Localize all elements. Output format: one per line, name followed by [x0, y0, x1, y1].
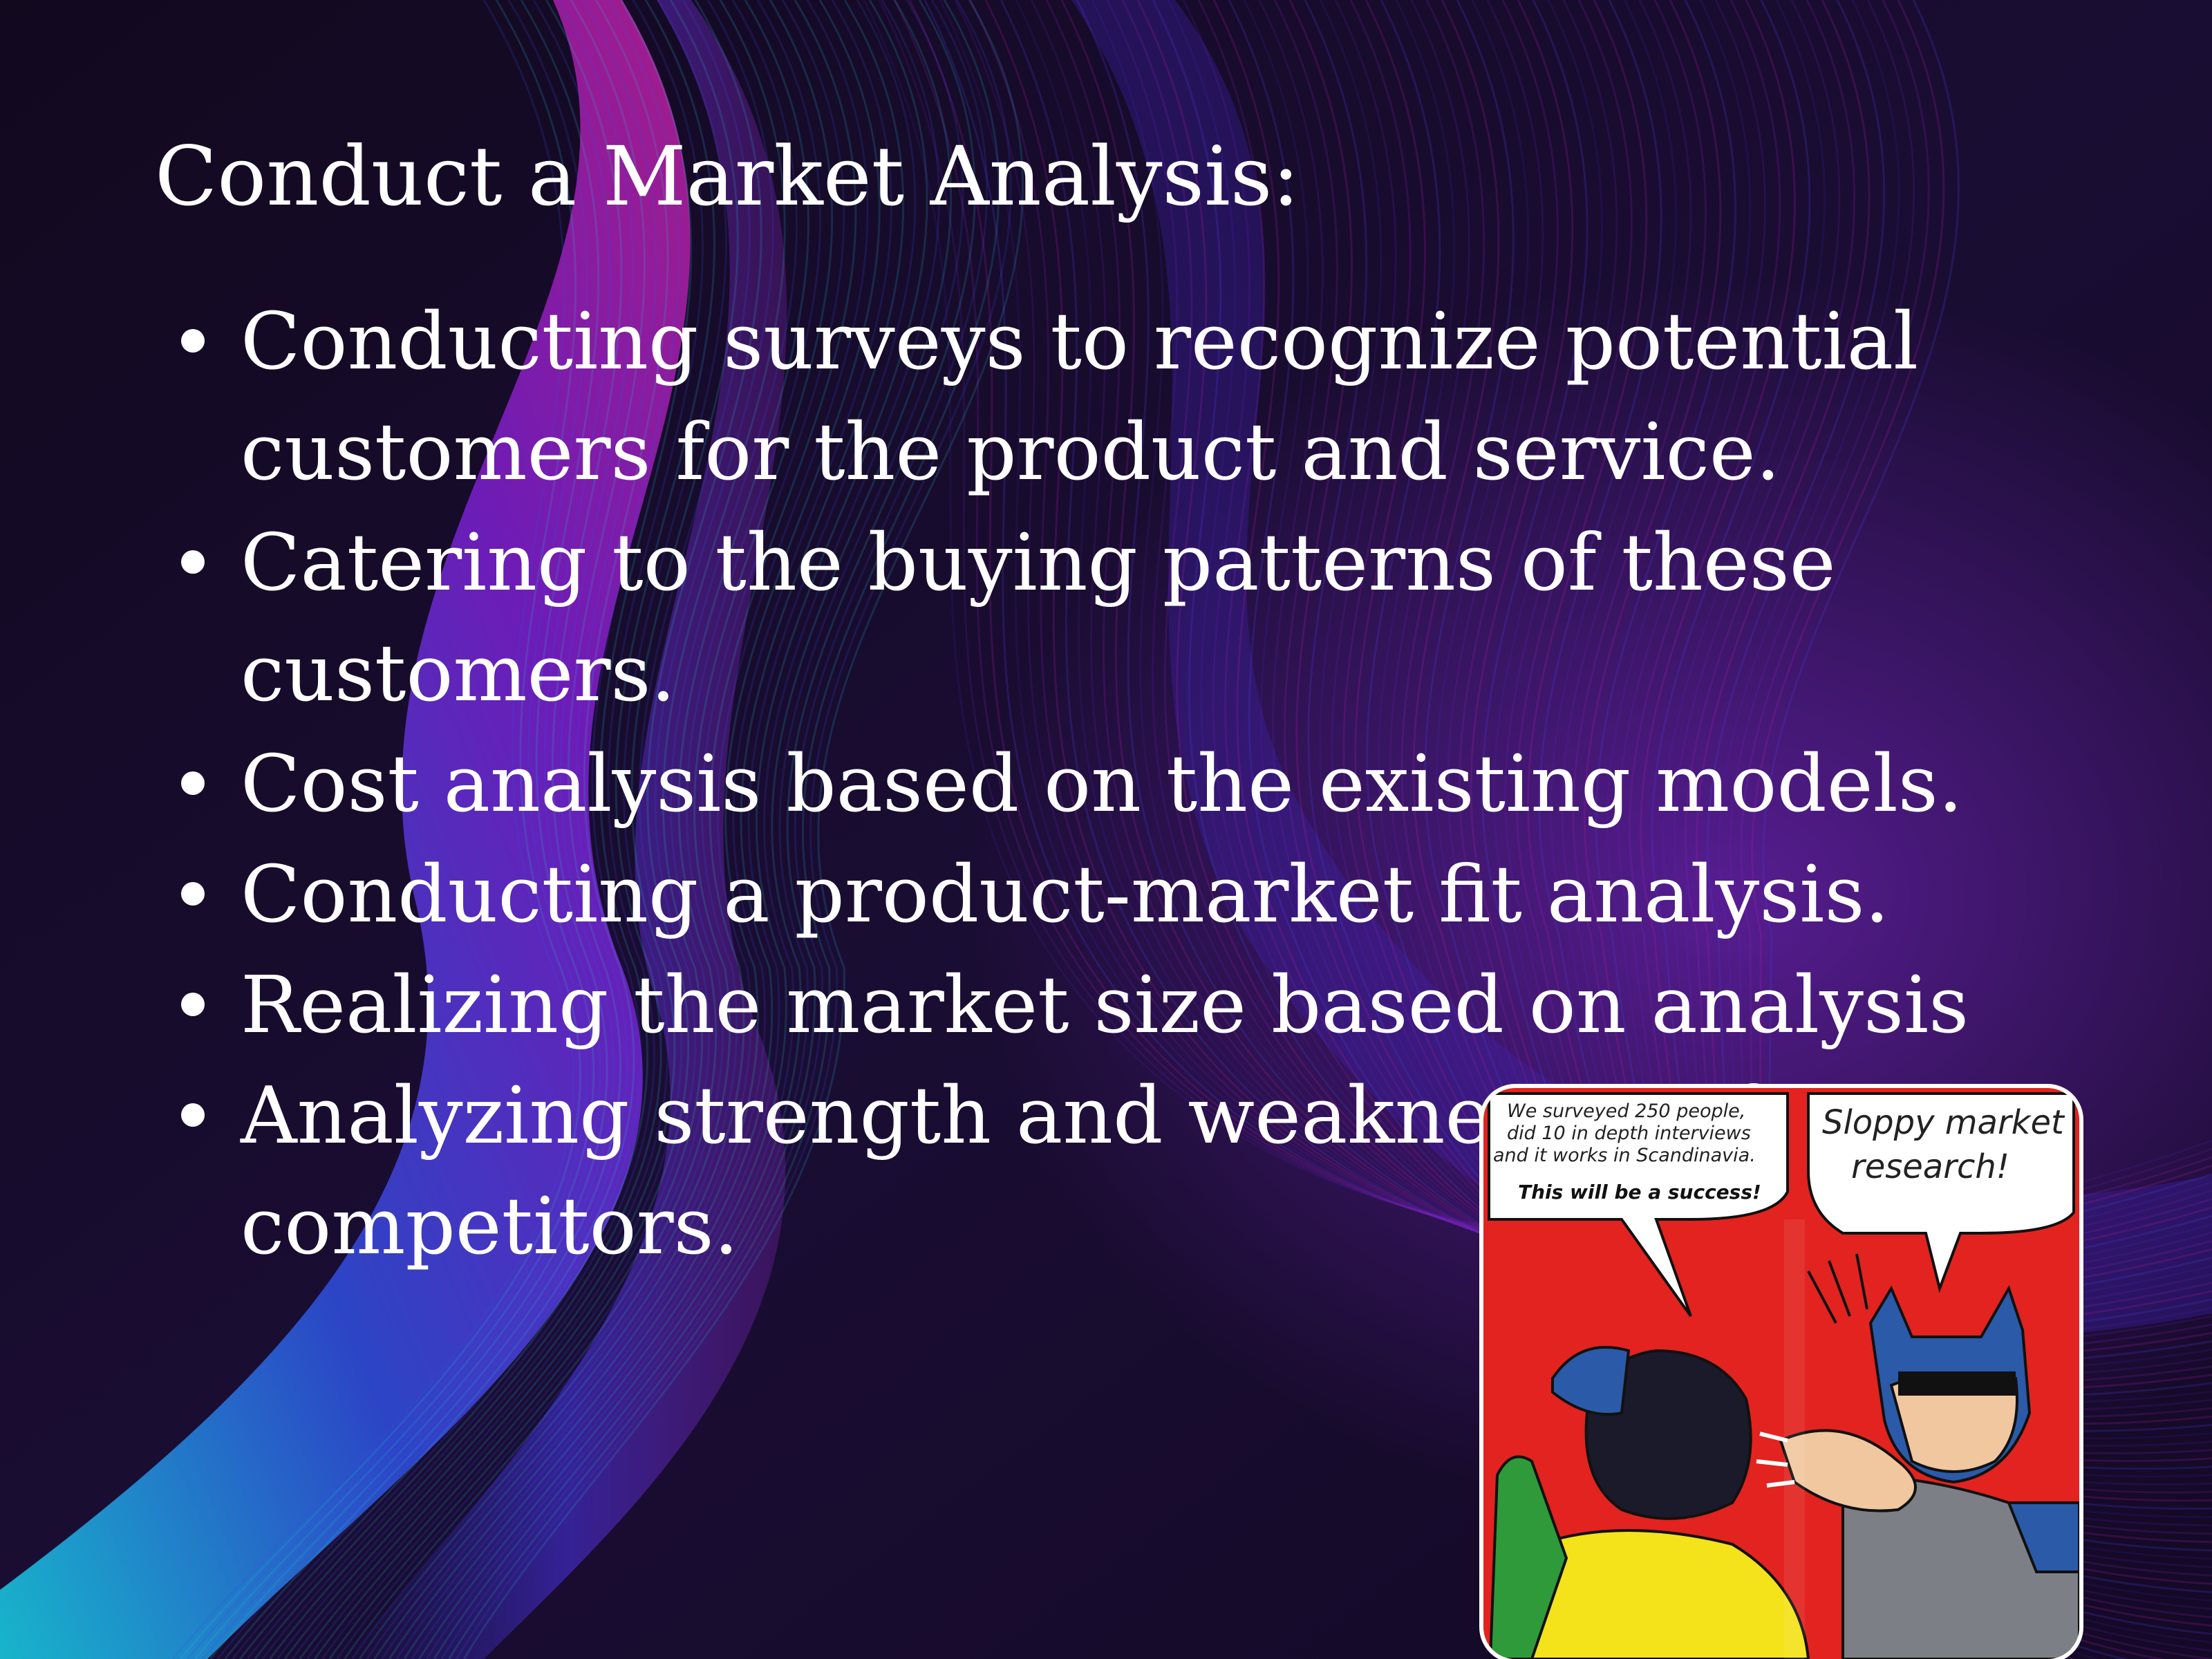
wave-line: [388, 0, 905, 1659]
wave-line: [306, 0, 774, 1659]
left-bubble-emphasis: This will be a success!: [1518, 1181, 1761, 1203]
bullet-dot-icon: [181, 882, 205, 906]
wave-line: [187, 0, 588, 1659]
wave-line: [321, 0, 798, 1659]
bullet-item: Realizing the market size based on analy…: [174, 950, 2193, 1060]
bullet-list: Conducting surveys to recognize potentia…: [174, 286, 2193, 1282]
comic-illustration: We surveyed 250 people, did 10 in depth …: [1483, 1088, 2079, 1659]
wave-line: [276, 0, 727, 1659]
left-bubble-line-3: and it works in Scandinavia.: [1493, 1145, 1756, 1166]
wave-line: [269, 0, 715, 1659]
wave-line: [299, 0, 762, 1659]
wave-line: [462, 0, 1024, 1659]
wave-line: [179, 0, 582, 1659]
wave-line: [254, 0, 693, 1659]
wave-line: [418, 0, 953, 1659]
wave-line: [448, 0, 1000, 1659]
wave-line: [313, 0, 786, 1659]
right-bubble-line-1: Sloppy market: [1822, 1103, 2065, 1142]
bullet-dot-icon: [181, 550, 205, 574]
wave-line: [328, 0, 809, 1659]
wave-line: [216, 0, 635, 1659]
wave-line: [291, 0, 751, 1659]
comic-image: We surveyed 250 people, did 10 in depth …: [1483, 1088, 2079, 1659]
wave-line: [194, 0, 600, 1659]
bullet-dot-icon: [181, 1103, 205, 1127]
wave-line: [403, 0, 928, 1659]
wave-line: [283, 0, 739, 1659]
bullet-item: Catering to the buying patterns of these…: [174, 507, 2193, 729]
slap-hand: [1756, 1429, 1917, 1512]
wave-line: [395, 0, 917, 1659]
bullet-dot-icon: [181, 329, 205, 353]
bullet-text: Conducting surveys to recognize potentia…: [241, 296, 1919, 498]
left-bubble-line-1: We surveyed 250 people,: [1507, 1100, 1745, 1122]
wave-line: [246, 0, 681, 1659]
bullet-item: Conducting a product-market fit analysis…: [174, 839, 2193, 950]
wave-line: [433, 0, 976, 1659]
batman-figure: [1841, 1285, 2079, 1659]
wave-line: [373, 0, 881, 1659]
right-speech-bubble: [1807, 1092, 2075, 1293]
wave-line: [425, 0, 964, 1659]
wave-line: [209, 0, 623, 1659]
wave-line: [202, 0, 611, 1659]
slide-title: Conduct a Market Analysis:: [155, 129, 1300, 224]
wave-line: [411, 0, 940, 1659]
wave-line: [336, 0, 821, 1659]
bullet-dot-icon: [181, 771, 205, 795]
right-bubble-line-2: research!: [1851, 1147, 2009, 1186]
bullet-dot-icon: [181, 993, 205, 1016]
bullet-text: Cost analysis based on the existing mode…: [241, 738, 1963, 830]
wave-line: [350, 0, 845, 1659]
left-speech-bubble: [1488, 1092, 1789, 1318]
wave-line: [261, 0, 704, 1659]
wave-line: [366, 0, 869, 1659]
wave-line: [440, 0, 988, 1659]
wave-line: [232, 0, 657, 1659]
bullet-item: Cost analysis based on the existing mode…: [174, 729, 2193, 839]
bullet-text: Realizing the market size based on analy…: [241, 959, 1969, 1051]
wave-line: [239, 0, 669, 1659]
wave-line: [358, 0, 857, 1659]
wave-line: [381, 0, 892, 1659]
left-bubble-line-2: did 10 in depth interviews: [1507, 1123, 1751, 1144]
wave-line: [344, 0, 834, 1659]
robin-figure: [1488, 1346, 1810, 1659]
wave-line: [171, 0, 575, 1659]
wave-line: [456, 0, 1012, 1659]
wave-line: [224, 0, 646, 1659]
bullet-text: Conducting a product-market fit analysis…: [241, 849, 1890, 940]
bullet-item: Conducting surveys to recognize potentia…: [174, 286, 2193, 507]
bullet-text: Catering to the buying patterns of these…: [241, 517, 1836, 719]
